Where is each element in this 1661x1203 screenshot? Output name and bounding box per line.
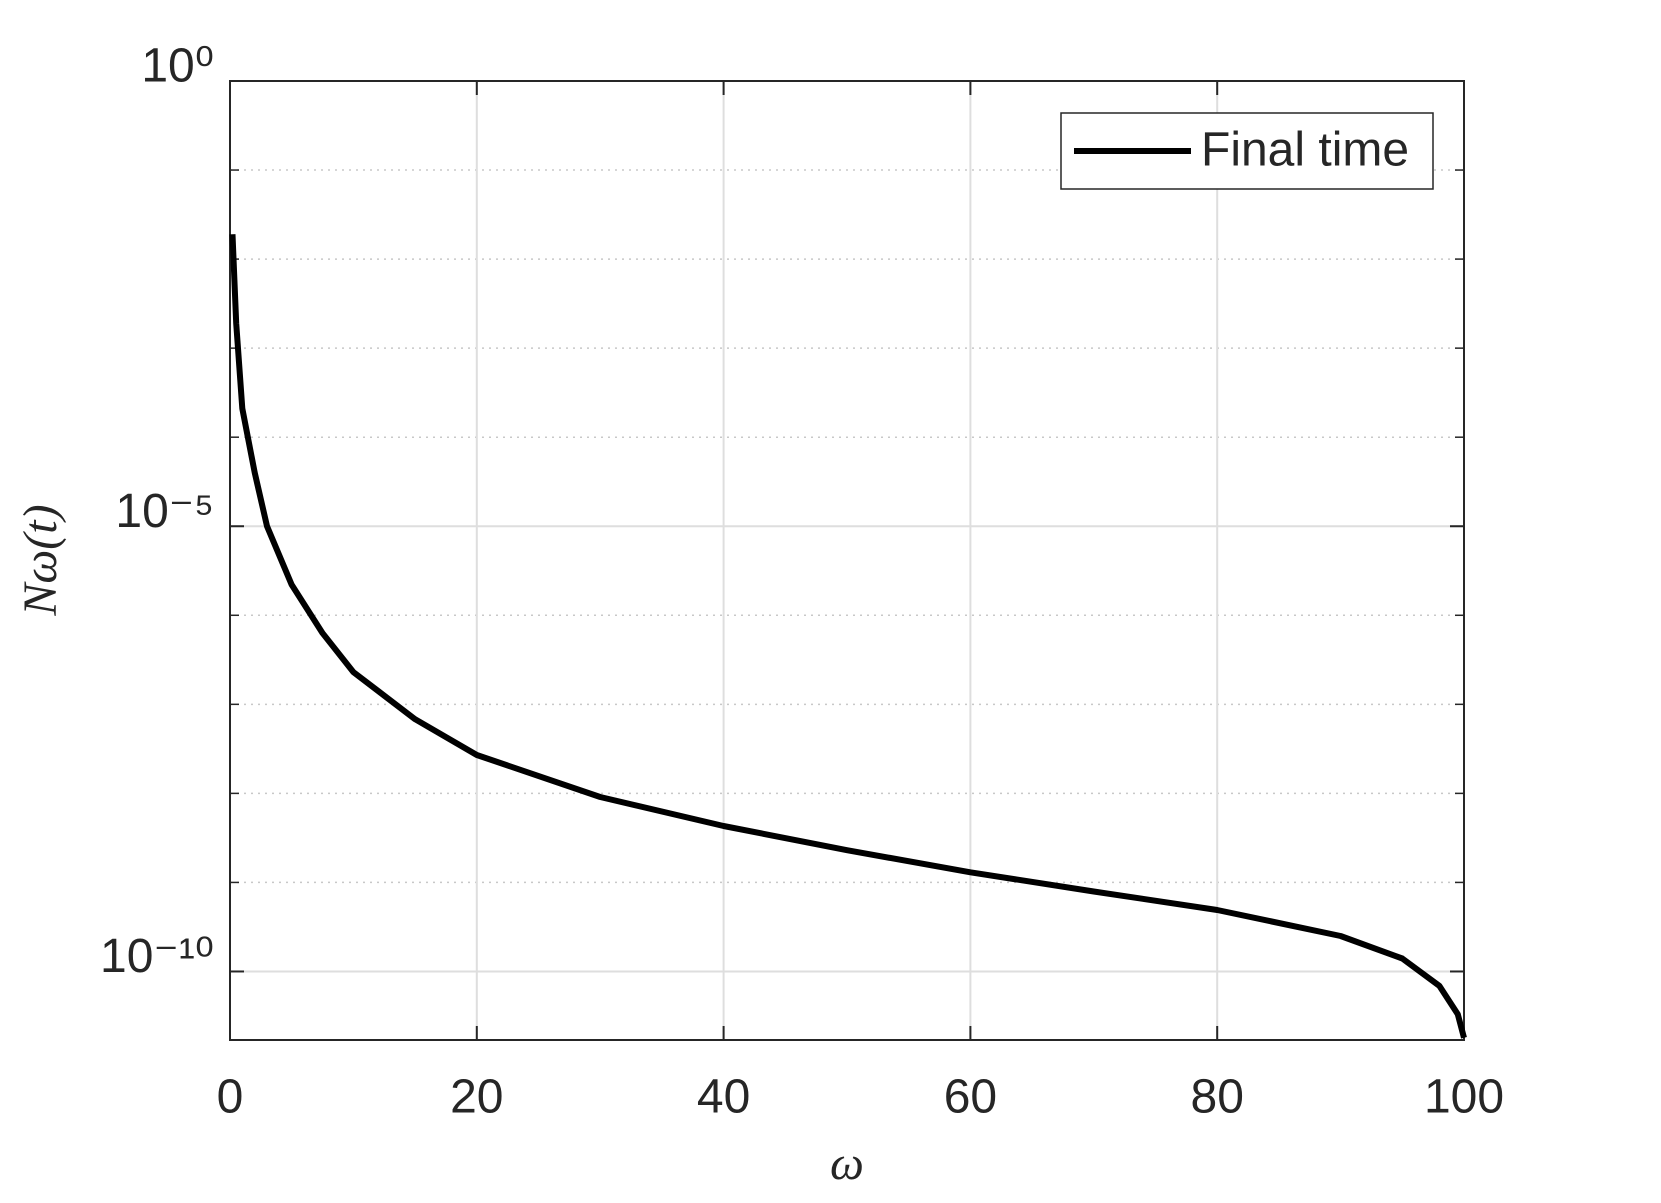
x-tick-label: 0 [217,1071,244,1124]
y-tick-label: 10⁻¹⁰ [100,930,214,983]
x-axis-label: ω [830,1137,864,1190]
x-tick-label: 20 [450,1071,503,1124]
x-tick-label: 80 [1191,1071,1244,1124]
x-tick-label: 60 [944,1071,997,1124]
data-line [229,234,1467,1039]
y-tick-label: 10⁻⁵ [115,485,214,538]
plot-frame [229,80,1465,1041]
legend-label: Final time [1201,124,1409,177]
x-tick-label: 100 [1424,1071,1504,1124]
x-tick-label: 40 [697,1071,750,1124]
y-axis-label: Nω(t) [14,504,67,616]
y-tick-label: 10⁰ [141,40,214,93]
